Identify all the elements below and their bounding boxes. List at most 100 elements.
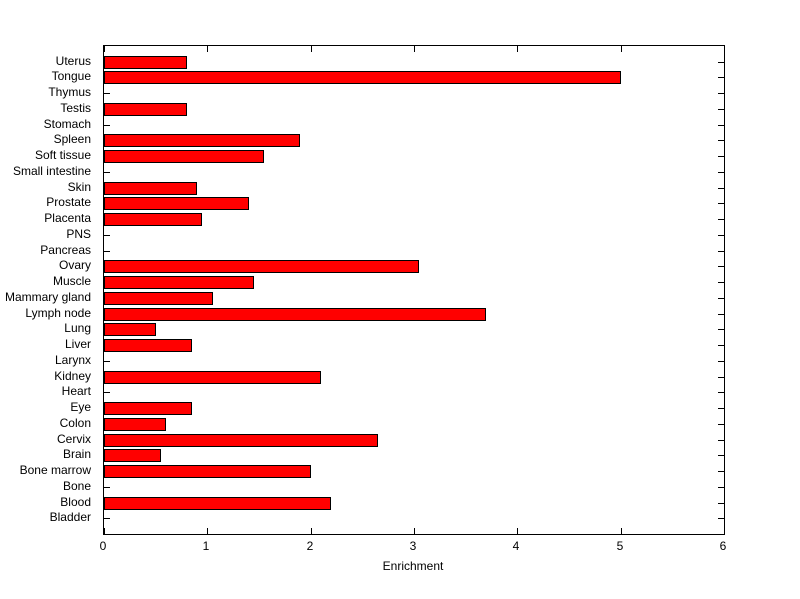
y-tick-right-lung [718,329,724,330]
bar-cervix [104,434,378,447]
y-tick-right-mammary-gland [718,298,724,299]
y-tick-right-liver [718,345,724,346]
y-tick-label-muscle: Muscle [52,274,91,288]
x-tick-3 [414,528,415,534]
y-tick-pns [104,235,110,236]
bar-eye [104,402,192,415]
y-tick-label-bone-marrow: Bone marrow [19,463,91,477]
x-tick-label-1: 1 [202,539,210,553]
bar-lung [104,323,156,336]
y-tick-right-uterus [718,62,724,63]
bar-lymph-node [104,308,486,321]
x-tick-label-2: 2 [306,539,314,553]
y-tick-right-larynx [718,361,724,362]
x-tick-top-5 [621,46,622,52]
y-tick-label-soft-tissue: Soft tissue [34,148,91,162]
y-tick-small-intestine [104,172,110,173]
plot-area [103,45,725,535]
y-tick-right-skin [718,188,724,189]
y-tick-right-eye [718,408,724,409]
x-tick-4 [517,528,518,534]
y-tick-label-small-intestine: Small intestine [12,164,91,178]
y-tick-right-colon [718,424,724,425]
y-tick-right-tongue [718,77,724,78]
x-tick-0 [104,528,105,534]
y-tick-label-uterus: Uterus [55,54,91,68]
y-tick-right-bone [718,487,724,488]
x-tick-top-1 [207,46,208,52]
y-tick-label-prostate: Prostate [46,195,91,209]
y-tick-label-pns: PNS [66,227,91,241]
x-tick-label-4: 4 [512,539,520,553]
x-tick-2 [311,528,312,534]
y-tick-right-bone-marrow [718,471,724,472]
y-tick-right-pns [718,235,724,236]
y-tick-right-brain [718,455,724,456]
y-tick-heart [104,392,110,393]
y-tick-label-pancreas: Pancreas [40,243,91,257]
bar-kidney [104,371,321,384]
y-tick-label-heart: Heart [61,384,91,398]
y-tick-stomach [104,125,110,126]
y-tick-right-ovary [718,266,724,267]
y-tick-label-bone: Bone [62,479,91,493]
bar-brain [104,449,161,462]
y-tick-label-brain: Brain [62,447,91,461]
y-tick-right-spleen [718,140,724,141]
y-tick-right-placenta [718,219,724,220]
x-tick-top-2 [311,46,312,52]
x-tick-label-0: 0 [99,539,107,553]
x-tick-5 [621,528,622,534]
y-tick-label-lung: Lung [64,321,91,335]
y-tick-right-stomach [718,125,724,126]
y-tick-label-mammary-gland: Mammary gland [4,290,91,304]
y-tick-right-cervix [718,440,724,441]
bar-spleen [104,134,300,147]
y-tick-label-testis: Testis [60,101,91,115]
x-tick-label-5: 5 [616,539,624,553]
x-axis-label: Enrichment [382,559,444,573]
y-tick-label-placenta: Placenta [44,211,91,225]
bar-tongue [104,71,621,84]
bar-ovary [104,260,419,273]
bar-uterus [104,56,187,69]
y-tick-label-liver: Liver [64,337,91,351]
bar-prostate [104,197,249,210]
bar-colon [104,418,166,431]
y-tick-label-spleen: Spleen [53,132,91,146]
x-tick-top-3 [414,46,415,52]
bar-bone-marrow [104,465,311,478]
y-tick-right-kidney [718,377,724,378]
y-tick-label-lymph-node: Lymph node [25,306,91,320]
y-tick-thymus [104,93,110,94]
bar-skin [104,182,197,195]
y-tick-label-tongue: Tongue [51,69,91,83]
y-tick-right-lymph-node [718,314,724,315]
y-tick-label-blood: Blood [60,495,91,509]
y-tick-right-soft-tissue [718,156,724,157]
y-tick-label-stomach: Stomach [43,117,91,131]
x-tick-top-0 [104,46,105,52]
y-tick-label-cervix: Cervix [56,432,91,446]
y-tick-right-thymus [718,93,724,94]
y-tick-larynx [104,361,110,362]
y-tick-label-ovary: Ovary [58,258,91,272]
y-tick-right-muscle [718,282,724,283]
y-tick-label-eye: Eye [70,400,91,414]
y-tick-pancreas [104,251,110,252]
x-tick-top-6 [724,46,725,52]
x-tick-label-3: 3 [409,539,417,553]
x-tick-top-4 [517,46,518,52]
y-tick-right-heart [718,392,724,393]
y-tick-right-small-intestine [718,172,724,173]
bar-blood [104,497,331,510]
y-tick-label-colon: Colon [59,416,91,430]
y-tick-right-testis [718,109,724,110]
y-axis-tick-labels: Uterus Tongue Thymus Testis Stomach Spleen Sof… [0,45,97,533]
y-tick-label-skin: Skin [67,180,91,194]
x-tick-1 [207,528,208,534]
y-tick-right-prostate [718,203,724,204]
x-tick-6 [724,528,725,534]
y-tick-label-larynx: Larynx [54,353,91,367]
y-tick-right-blood [718,503,724,504]
